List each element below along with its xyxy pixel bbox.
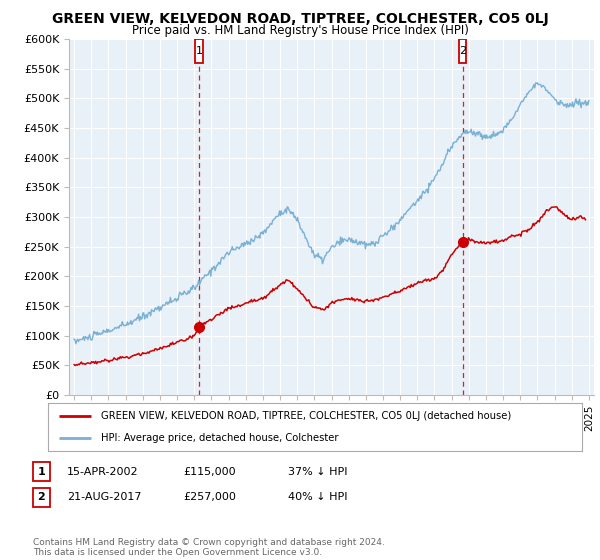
Text: 1: 1 [196,46,203,56]
Text: GREEN VIEW, KELVEDON ROAD, TIPTREE, COLCHESTER, CO5 0LJ (detached house): GREEN VIEW, KELVEDON ROAD, TIPTREE, COLC… [101,411,512,421]
Text: 21-AUG-2017: 21-AUG-2017 [67,492,142,502]
Text: HPI: Average price, detached house, Colchester: HPI: Average price, detached house, Colc… [101,433,339,443]
Text: 40% ↓ HPI: 40% ↓ HPI [288,492,347,502]
Text: 2: 2 [459,46,466,56]
Text: 2: 2 [38,492,45,502]
Text: £257,000: £257,000 [183,492,236,502]
Text: 15-APR-2002: 15-APR-2002 [67,466,139,477]
Text: £115,000: £115,000 [183,466,236,477]
FancyBboxPatch shape [196,39,203,63]
Text: 37% ↓ HPI: 37% ↓ HPI [288,466,347,477]
FancyBboxPatch shape [459,39,466,63]
Text: 1: 1 [38,466,45,477]
Text: Contains HM Land Registry data © Crown copyright and database right 2024.
This d: Contains HM Land Registry data © Crown c… [33,538,385,557]
Text: GREEN VIEW, KELVEDON ROAD, TIPTREE, COLCHESTER, CO5 0LJ: GREEN VIEW, KELVEDON ROAD, TIPTREE, COLC… [52,12,548,26]
Text: Price paid vs. HM Land Registry's House Price Index (HPI): Price paid vs. HM Land Registry's House … [131,24,469,37]
